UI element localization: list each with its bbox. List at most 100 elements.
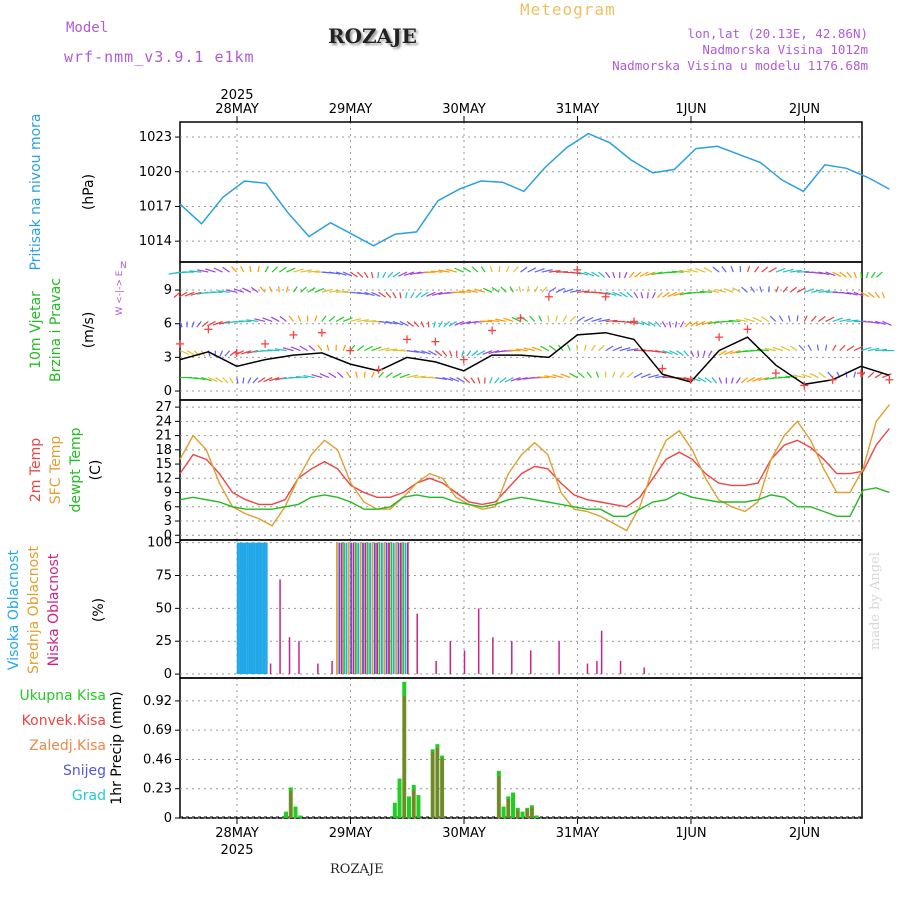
mid-cloud-bar (336, 542, 338, 675)
wind-arrow (454, 320, 464, 326)
wind-arrow (619, 371, 625, 378)
wind-arrow (314, 287, 325, 293)
wind-arrow (178, 291, 188, 298)
rain-total-bar (511, 792, 516, 818)
wind-arrow (758, 376, 769, 382)
wind-arrow (874, 372, 884, 379)
wind-arrow (839, 318, 851, 323)
wind-arrow (633, 372, 643, 379)
wind-arrow (875, 320, 886, 325)
wind-arrow (370, 371, 375, 378)
wind-arrow (512, 266, 519, 273)
wind-arrow (494, 377, 500, 384)
wind-arrow (247, 377, 252, 384)
wind-arrow (612, 371, 616, 378)
wind-arrow (718, 377, 723, 384)
wind-arrow (328, 289, 341, 293)
mid-cloud-bar (364, 542, 367, 675)
wind-arrow (442, 376, 454, 382)
wind-arrow (300, 286, 307, 293)
wind-arrow (832, 317, 843, 323)
wind-arrow (448, 320, 457, 327)
top-date-label: 31MAY (556, 102, 600, 117)
temp-ylabel-t2m: 2m Temp (28, 438, 44, 502)
low-cloud-bar (596, 660, 598, 675)
wind-arrow (430, 270, 443, 273)
wind-arrow (598, 291, 610, 295)
wind-arrow (406, 374, 419, 379)
wind-arrow (495, 318, 507, 323)
wind-arrow (804, 288, 815, 293)
rain-convective-bar (516, 810, 520, 818)
wind-arrow (403, 271, 415, 276)
wind-arrow (328, 271, 341, 275)
wind-arrow (598, 318, 610, 323)
wind-arrow (173, 291, 181, 298)
wind-arrow (690, 320, 699, 327)
wind-arrow (555, 287, 565, 293)
wind-arrow (548, 270, 561, 273)
wind-arrow (398, 271, 408, 277)
y-tick-label: 0 (164, 384, 172, 399)
wind-arrow (667, 291, 677, 298)
wind-arrow (215, 377, 224, 383)
wind-arrow (541, 269, 553, 273)
wind-arrow (222, 266, 230, 273)
mid-cloud-bar (366, 542, 369, 675)
wind-arrow (824, 344, 828, 351)
wind-arrow (846, 345, 855, 352)
wind-arrow (703, 267, 713, 273)
wind-arrow (491, 287, 500, 293)
wind-arrow (875, 271, 883, 278)
y-tick-label: 15 (155, 457, 172, 472)
wind-arrow (357, 291, 369, 296)
wind-arrow (577, 271, 588, 276)
wind-arrow (768, 267, 778, 273)
wind-arrow (270, 316, 280, 322)
wind-arrow (335, 271, 347, 276)
wind-arrow (268, 286, 273, 293)
wind-arrow (356, 271, 364, 278)
wind-arrow (640, 320, 651, 327)
wind-arrow (278, 266, 287, 273)
wind-arrow (796, 315, 799, 322)
top-date-label: 29MAY (329, 102, 373, 117)
wind-arrow (349, 344, 356, 352)
rain-convective-bar (435, 748, 439, 818)
wind-arrow (527, 286, 530, 293)
wind-arrow (881, 292, 886, 299)
mid-cloud-bar (404, 542, 407, 675)
wind-arrow (527, 267, 537, 273)
y-tick-label: 100 (147, 536, 172, 551)
wind-arrow (290, 346, 301, 352)
y-tick-label: 0 (164, 811, 172, 826)
wind-arrow (364, 320, 377, 323)
wind-arrow (741, 286, 748, 293)
wind-arrow (246, 319, 259, 323)
wind-arrow (612, 291, 623, 297)
wind-arrow (385, 320, 397, 325)
rain-convective-bar (431, 751, 435, 818)
wind-arrow (278, 286, 280, 293)
y-tick-label: 0 (164, 667, 172, 682)
wind-arrow (552, 374, 564, 379)
cloud-ylabel-unit: (%) (91, 598, 107, 622)
low-cloud-bar (298, 641, 300, 675)
wind-arrow (797, 270, 810, 273)
high-cloud-bar (243, 542, 247, 675)
wind-arrow (718, 350, 727, 356)
wind-arrow (540, 345, 550, 352)
wind-arrow (853, 371, 857, 378)
mid-cloud-bar (376, 542, 379, 675)
wind-arrow (191, 321, 195, 328)
wind-arrow (349, 271, 358, 278)
bottom-year-label: 2025 (220, 843, 253, 858)
wind-arrow (679, 291, 691, 296)
y-tick-label: 3 (164, 350, 172, 365)
wind-arrow (761, 266, 769, 273)
station-elevation: Nadmorska Visina 1012m (702, 42, 868, 57)
low-cloud-bar (492, 637, 494, 675)
wind-arrow (257, 266, 260, 273)
low-cloud-bar (435, 660, 437, 675)
wind-arrow (853, 346, 864, 352)
